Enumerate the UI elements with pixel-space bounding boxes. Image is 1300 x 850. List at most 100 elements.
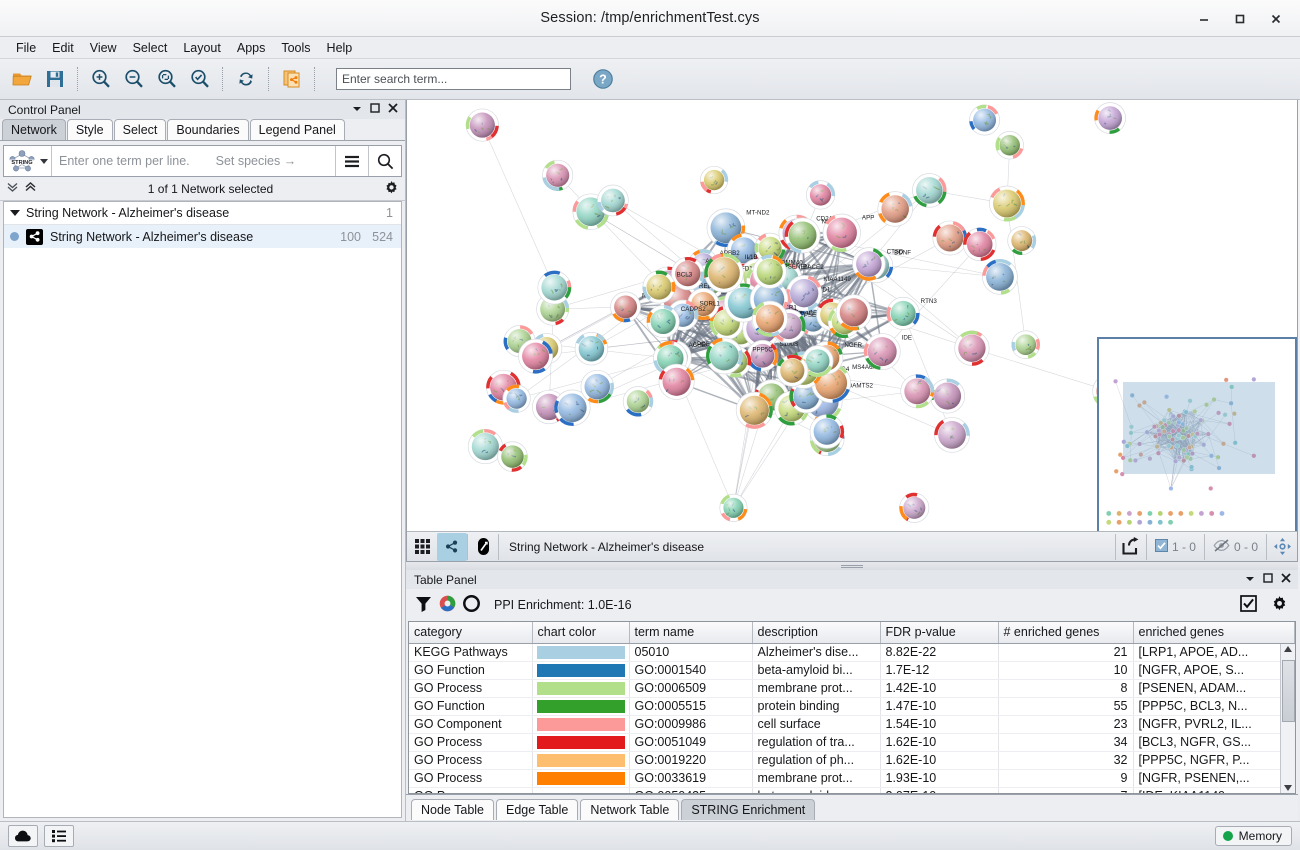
network-node[interactable] xyxy=(699,165,729,195)
network-node[interactable] xyxy=(929,378,966,414)
network-node[interactable] xyxy=(809,414,845,449)
table-row[interactable]: GO Component GO:0009986 cell surface 1.54E-… xyxy=(409,715,1295,734)
network-node[interactable] xyxy=(752,254,787,289)
network-tree-root[interactable]: String Network - Alzheimer's disease 1 xyxy=(4,202,401,225)
task-list-icon[interactable] xyxy=(44,825,74,847)
network-node[interactable]: FYN xyxy=(754,232,799,264)
network-navigator[interactable] xyxy=(1097,337,1297,537)
network-node[interactable] xyxy=(705,337,743,375)
network-node[interactable]: NOTCH1 xyxy=(784,217,848,254)
network-node[interactable] xyxy=(518,338,554,374)
column-header-enriched-count[interactable]: # enriched genes xyxy=(998,622,1134,644)
gear-icon[interactable] xyxy=(384,180,399,198)
network-share-icon[interactable] xyxy=(276,64,307,95)
color-palette-icon[interactable] xyxy=(438,594,457,616)
network-node[interactable] xyxy=(989,185,1025,222)
network-node[interactable]: KIAA1149 xyxy=(786,275,851,312)
tab-network-table[interactable]: Network Table xyxy=(580,799,680,820)
table-row[interactable]: KEGG Pathways 05010 Alzheimer's dise... 8.8… xyxy=(409,643,1295,662)
network-node[interactable]: CADPS2 xyxy=(646,304,706,339)
column-header-category[interactable]: category xyxy=(409,622,533,644)
network-node[interactable] xyxy=(934,417,970,453)
pan-tool-icon[interactable] xyxy=(1267,533,1297,561)
column-header-chart-color[interactable]: chart color xyxy=(532,622,630,644)
tab-legend-panel[interactable]: Legend Panel xyxy=(249,119,345,140)
panel-close-icon[interactable] xyxy=(388,103,401,116)
expand-all-icon[interactable] xyxy=(6,181,19,196)
network-node[interactable] xyxy=(751,300,788,337)
network-tree-item[interactable]: String Network - Alzheimer's disease 100… xyxy=(4,225,401,248)
panel-close-icon[interactable] xyxy=(1281,573,1294,586)
zoom-fit-icon[interactable] xyxy=(151,64,182,95)
scroll-up-arrow-icon[interactable] xyxy=(1284,646,1292,652)
panel-float-icon[interactable] xyxy=(1263,573,1273,586)
refresh-icon[interactable] xyxy=(230,64,261,95)
panel-float-icon[interactable] xyxy=(370,103,380,116)
tab-string-enrichment[interactable]: STRING Enrichment xyxy=(681,799,816,820)
column-header-enriched-genes[interactable]: enriched genes xyxy=(1133,622,1295,644)
zoom-out-icon[interactable] xyxy=(118,64,149,95)
menu-help[interactable]: Help xyxy=(326,40,353,55)
network-node[interactable] xyxy=(776,354,809,387)
network-node[interactable] xyxy=(969,104,1000,136)
network-node[interactable]: BCL3 xyxy=(642,270,693,304)
table-row[interactable]: GO Process GO:0019220 regulation of ph... 1… xyxy=(409,751,1295,770)
expand-triangle-icon[interactable] xyxy=(4,210,26,216)
save-icon[interactable] xyxy=(39,64,70,95)
network-node[interactable] xyxy=(1094,102,1126,134)
scrollbar-thumb[interactable] xyxy=(1281,660,1295,722)
tab-boundaries[interactable]: Boundaries xyxy=(167,119,249,140)
zoom-selected-icon[interactable] xyxy=(184,64,215,95)
network-node[interactable] xyxy=(982,259,1018,295)
network-node[interactable] xyxy=(954,330,990,366)
network-node[interactable] xyxy=(580,369,614,404)
string-dropdown-icon[interactable] xyxy=(40,158,48,164)
search-icon[interactable] xyxy=(369,146,401,176)
enrichment-table-wrapper[interactable]: category chart color term name descripti… xyxy=(408,621,1296,794)
menu-tools[interactable]: Tools xyxy=(281,40,311,55)
panel-dropdown-icon[interactable] xyxy=(1245,574,1255,586)
network-node[interactable] xyxy=(995,130,1024,160)
network-node[interactable] xyxy=(1011,330,1041,360)
tab-network[interactable]: Network xyxy=(2,119,66,140)
network-node[interactable] xyxy=(963,227,997,262)
panel-dropdown-icon[interactable] xyxy=(352,104,362,116)
filter-icon[interactable] xyxy=(414,594,433,616)
annotation-icon[interactable] xyxy=(468,533,498,561)
table-row[interactable]: GO Function GO:0001540 beta-amyloid bi... 1… xyxy=(409,661,1295,680)
zoom-in-icon[interactable] xyxy=(85,64,116,95)
network-node[interactable] xyxy=(537,270,572,305)
donut-chart-icon[interactable] xyxy=(462,594,481,616)
horizontal-splitter[interactable] xyxy=(406,562,1298,570)
hamburger-icon[interactable] xyxy=(336,146,368,176)
table-row[interactable]: GO Process GO:0006509 membrane prot... 1.42… xyxy=(409,679,1295,698)
network-node[interactable]: IDE xyxy=(863,333,912,371)
open-folder-icon[interactable] xyxy=(6,64,37,95)
network-node[interactable] xyxy=(932,220,968,256)
table-row[interactable]: GO Function GO:0005515 protein binding 1.47… xyxy=(409,697,1295,716)
selected-nodes-count[interactable]: 1 - 0 xyxy=(1147,538,1204,555)
selection-checkbox-icon[interactable] xyxy=(1154,538,1168,555)
tab-select[interactable]: Select xyxy=(113,119,167,140)
maximize-icon[interactable] xyxy=(1222,4,1258,34)
column-header-term-name[interactable]: term name xyxy=(629,622,753,644)
network-node[interactable] xyxy=(912,173,947,208)
network-node[interactable]: S100B xyxy=(746,339,798,372)
table-vertical-scrollbar[interactable] xyxy=(1280,644,1295,793)
network-node[interactable] xyxy=(574,331,609,366)
minimize-icon[interactable] xyxy=(1186,4,1222,34)
menu-view[interactable]: View xyxy=(89,40,117,55)
menu-edit[interactable]: Edit xyxy=(52,40,74,55)
network-node[interactable]: CTSD xyxy=(852,247,904,281)
checkbox-icon[interactable] xyxy=(1240,595,1257,615)
network-node[interactable] xyxy=(554,389,591,427)
network-node[interactable] xyxy=(900,374,935,409)
memory-status-button[interactable]: Memory xyxy=(1214,826,1292,846)
network-node[interactable] xyxy=(542,159,574,191)
string-term-input[interactable]: Enter one term per line. Set species → xyxy=(52,154,335,168)
search-input[interactable]: Enter search term... xyxy=(336,68,571,90)
network-node[interactable] xyxy=(597,184,629,217)
network-node[interactable]: IL1B xyxy=(704,253,758,293)
network-view[interactable]: MT-ND2MT-ND1VSNL1GAB2FYNRTN3APBB2PICALMS… xyxy=(406,100,1298,562)
tab-edge-table[interactable]: Edge Table xyxy=(496,799,579,820)
